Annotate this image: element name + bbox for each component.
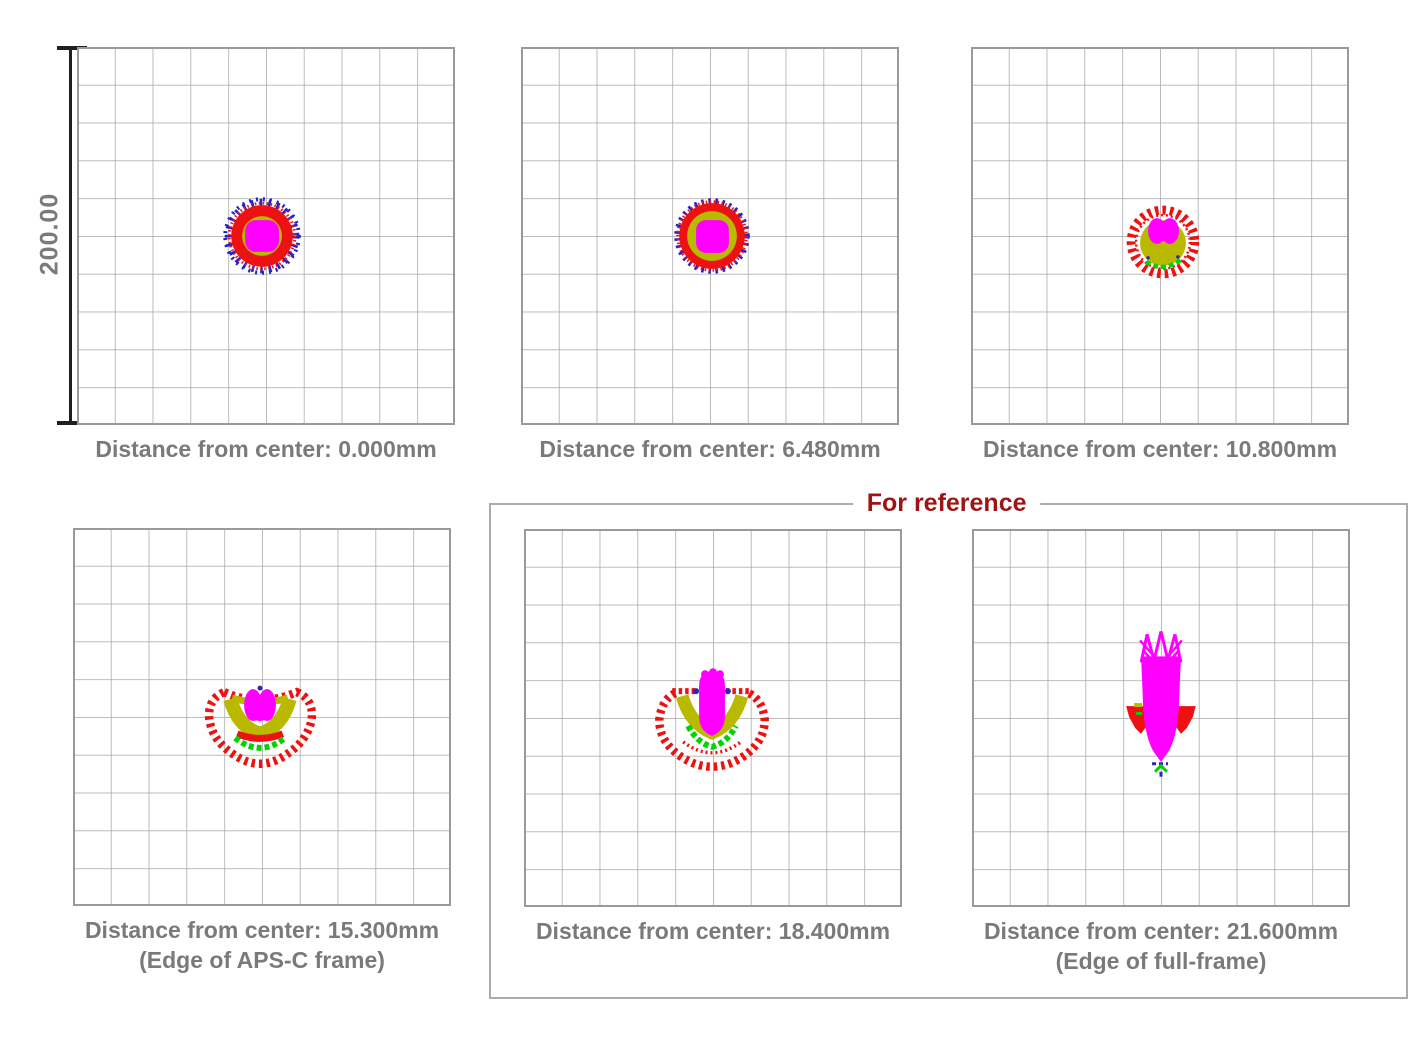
spot-grid [524,529,902,907]
green-speck [1136,712,1143,716]
magenta-core [245,220,279,252]
magenta-core-bridge [1156,221,1171,241]
magenta-flare-top [709,668,717,677]
red-circle-chain-ring [1126,205,1200,279]
magenta-flare-top [701,670,710,679]
navy-speck [1146,256,1150,260]
red-ring-texture [676,200,748,272]
panel-18-4mm: Distance from center: 18.400mm [523,529,903,946]
panel-caption-note: (Edge of full-frame) [1055,948,1267,974]
magenta-plume [1141,656,1181,762]
panel-caption: Distance from center: 6.480mm [539,436,881,462]
scale-bar-bottom-cap [57,421,87,425]
green-arc [1144,258,1183,270]
spot-pattern [204,685,317,768]
magenta-core-tail [244,709,275,721]
panel-caption: Distance from center: 15.300mm [84,917,440,943]
magenta-flare-top [715,670,724,679]
magenta-flare [699,671,725,736]
spot-grid [521,47,899,425]
spot-pattern [223,197,301,275]
red-inner-dots [1134,213,1192,271]
panel-0mm: Distance from center: 0.000mm [76,47,456,464]
navy-speck [693,688,700,695]
panel-caption: Distance from center: 18.400mm [535,918,891,944]
panel-caption: Distance from center: 0.000mm [95,436,437,462]
panel-caption: Distance from center: 10.800mm [982,436,1338,462]
spot-pattern [1126,631,1196,777]
blue-top-dot [257,685,263,691]
panel-caption-note: (Edge of APS-C frame) [139,947,385,973]
green-v-arc [685,724,739,750]
red-shell-ring [655,689,769,771]
navy-speck [724,688,731,695]
red-ring-texture [227,201,297,271]
spot-grid [73,528,451,906]
red-band [235,730,285,742]
red-inner-dots [682,740,742,755]
spot-grid [972,529,1350,907]
panel-6-48mm: Distance from center: 6.480mm [520,47,900,464]
panel-21-6mm: Distance from center: 21.600mm (Edge of … [971,529,1351,976]
scale-bar [69,47,72,425]
olive-wings [223,696,297,742]
spot-pattern [655,668,769,771]
reference-box: For reference [489,489,1408,999]
green-tip-chevron [1153,763,1169,773]
green-arc [233,735,287,751]
spot-pattern [1126,205,1200,279]
spot-grid [971,47,1349,425]
scale-bar-top-cap [57,46,87,50]
olive-speck [1134,703,1143,708]
magenta-lattice-top [1139,631,1183,663]
panel-caption: Distance from center: 21.600mm [983,918,1339,944]
reference-box-label: For reference [852,489,1041,518]
magenta-core [696,220,729,253]
panel-10-8mm: Distance from center: 10.800mm [970,47,1350,464]
scale-bar-label: 200.00 [35,192,64,276]
navy-speck [1176,255,1180,259]
spot-grid [77,47,455,425]
spot-pattern [674,198,750,274]
panel-15-3mm: Distance from center: 15.300mm (Edge of … [72,528,452,975]
